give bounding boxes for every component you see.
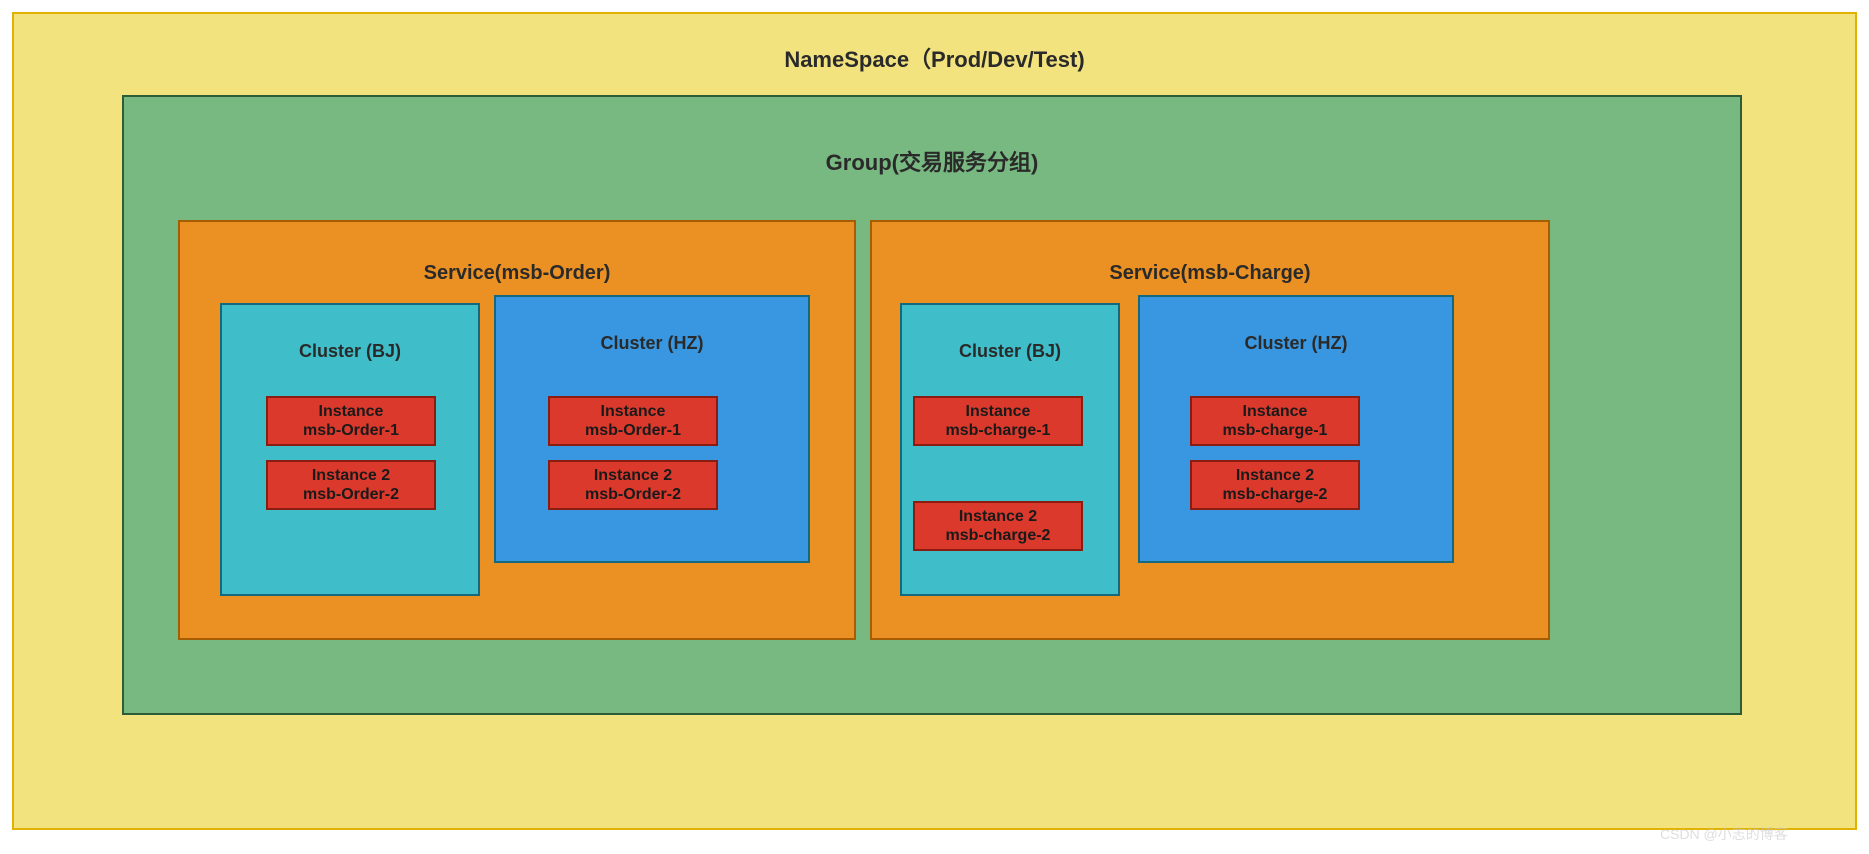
instance-line1: Instance 2 bbox=[1236, 466, 1314, 485]
instance-line1: Instance bbox=[1243, 402, 1308, 421]
instance-line1: Instance bbox=[601, 402, 666, 421]
instance-line2: msb-charge-2 bbox=[946, 526, 1051, 545]
service-title: Service(msb-Order) bbox=[180, 262, 854, 285]
instance-line2: msb-Order-1 bbox=[585, 421, 681, 440]
service-title: Service(msb-Charge) bbox=[872, 262, 1548, 285]
instance-line1: Instance bbox=[319, 402, 384, 421]
instance-box: Instancemsb-Order-1 bbox=[266, 396, 436, 446]
instance-line2: msb-Order-2 bbox=[303, 485, 399, 504]
instance-box: Instancemsb-charge-1 bbox=[1190, 396, 1360, 446]
instance-box: Instance 2msb-charge-2 bbox=[1190, 460, 1360, 510]
instance-line1: Instance 2 bbox=[594, 466, 672, 485]
instance-line1: Instance 2 bbox=[959, 507, 1037, 526]
instance-box: Instance 2msb-Order-2 bbox=[548, 460, 718, 510]
instance-line2: msb-charge-1 bbox=[1223, 421, 1328, 440]
namespace-title: NameSpace（Prod/Dev/Test) bbox=[14, 42, 1855, 74]
cluster-title: Cluster (HZ) bbox=[1140, 333, 1452, 354]
cluster-title: Cluster (BJ) bbox=[902, 341, 1118, 362]
instance-box: Instance 2msb-Order-2 bbox=[266, 460, 436, 510]
instance-line2: msb-charge-2 bbox=[1223, 485, 1328, 504]
instance-box: Instance 2msb-charge-2 bbox=[913, 501, 1083, 551]
instance-box: Instancemsb-charge-1 bbox=[913, 396, 1083, 446]
group-title: Group(交易服务分组) bbox=[124, 145, 1740, 177]
cluster-box: Cluster (BJ) bbox=[900, 303, 1120, 596]
instance-line2: msb-charge-1 bbox=[946, 421, 1051, 440]
instance-line2: msb-Order-1 bbox=[303, 421, 399, 440]
cluster-title: Cluster (HZ) bbox=[496, 333, 808, 354]
instance-line2: msb-Order-2 bbox=[585, 485, 681, 504]
instance-box: Instancemsb-Order-1 bbox=[548, 396, 718, 446]
watermark-text: CSDN @小志的博客 bbox=[1660, 824, 1788, 844]
cluster-box: Cluster (BJ) bbox=[220, 303, 480, 596]
instance-line1: Instance 2 bbox=[312, 466, 390, 485]
cluster-title: Cluster (BJ) bbox=[222, 341, 478, 362]
instance-line1: Instance bbox=[966, 402, 1031, 421]
